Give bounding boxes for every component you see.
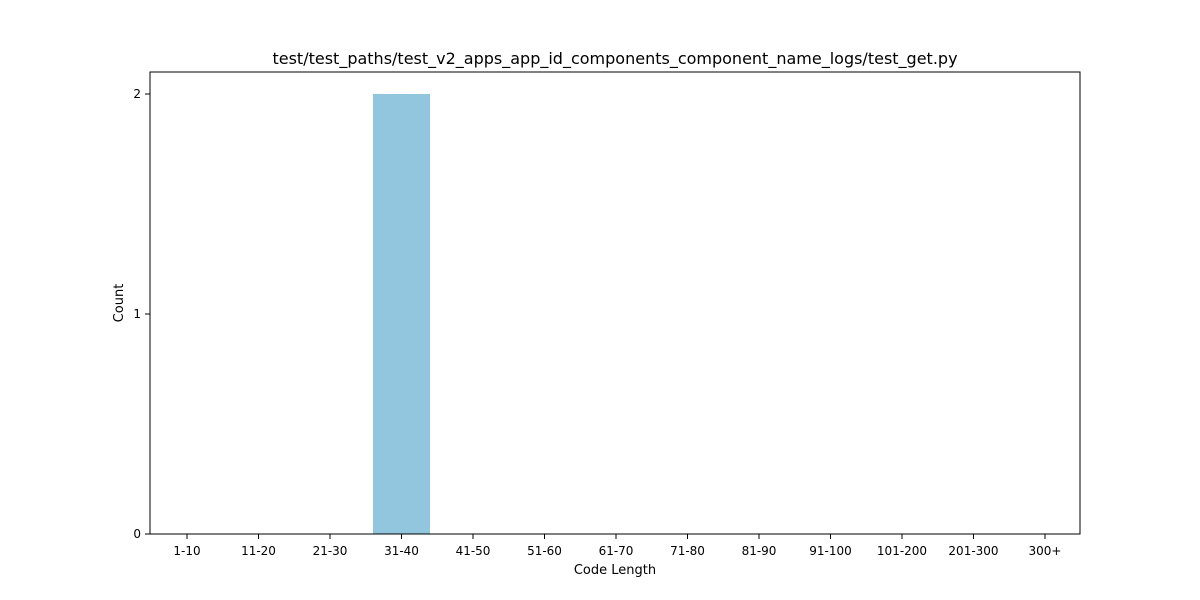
x-axis-ticks: 1-10 11-20 21-30 31-40 41-50 51-60 61-70 71-80 8… (173, 534, 1061, 558)
chart-title: test/test_paths/test_v2_apps_app_id_comp… (272, 49, 957, 69)
x-tick-label: 101-200 (877, 544, 927, 558)
x-tick-label: 71-80 (670, 544, 705, 558)
x-tick-label: 91-100 (809, 544, 852, 558)
x-tick-label: 201-300 (948, 544, 998, 558)
bar-31-40 (373, 94, 430, 534)
x-tick-label: 31-40 (384, 544, 419, 558)
y-tick-label: 1 (133, 307, 141, 321)
x-tick-label: 61-70 (599, 544, 634, 558)
x-tick-label: 300+ (1029, 544, 1062, 558)
plot-frame (149, 71, 1081, 535)
x-axis-label: Code Length (574, 563, 656, 578)
x-tick-label: 81-90 (742, 544, 777, 558)
x-tick-label: 21-30 (313, 544, 348, 558)
x-tick-label: 51-60 (527, 544, 562, 558)
y-axis-label: Count (112, 284, 127, 323)
bars-group (373, 94, 430, 534)
y-tick-label: 2 (133, 87, 141, 101)
y-axis-ticks: 0 1 2 (133, 87, 150, 541)
y-tick-label: 0 (133, 527, 141, 541)
x-tick-label: 41-50 (456, 544, 491, 558)
x-tick-label: 11-20 (241, 544, 276, 558)
x-tick-label: 1-10 (173, 544, 200, 558)
